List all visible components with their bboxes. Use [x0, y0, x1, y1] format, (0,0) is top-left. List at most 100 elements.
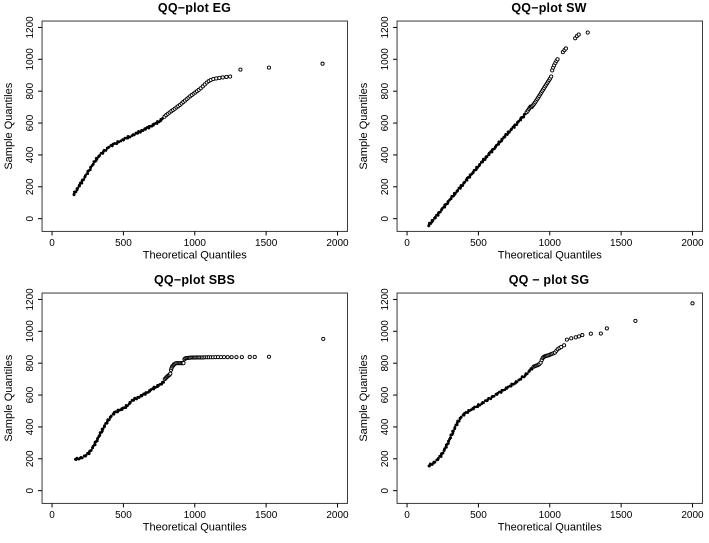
- plot-title-eg: QQ−plot EG: [157, 1, 232, 15]
- plot-canvas-sg: 0 500 1000 1500 2000 Theoretical Quantiles 0 20…: [358, 287, 704, 533]
- y-tick-label: 0: [25, 215, 36, 221]
- data-point: [221, 354, 227, 359]
- plot-box: [396, 292, 703, 504]
- y-tick-label: 600: [25, 386, 36, 403]
- x-axis: 0 500 1000 1500 2000 Theoretical Quantiles: [404, 502, 704, 533]
- x-tick-label: 1000: [184, 238, 207, 249]
- plot-canvas-sbs: 0 500 1000 1500 2000 Theoretical Quantiles 0 20…: [3, 287, 349, 533]
- y-tick-label: 1200: [380, 287, 391, 310]
- y-tick-label: 1200: [25, 287, 36, 310]
- plot-title-sw: QQ−plot SW: [511, 1, 587, 15]
- x-tick-label: 2000: [326, 238, 349, 249]
- data-point: [225, 354, 230, 359]
- y-tick-label: 800: [25, 82, 36, 99]
- y-axis: 0 200 400 600 800 1000 1200 Sample Quantiles: [3, 287, 43, 493]
- y-tick-label: 400: [25, 418, 36, 435]
- points-outliers: [162, 61, 325, 119]
- x-tick-label: 2000: [681, 238, 704, 249]
- data-point: [321, 336, 326, 341]
- data-point: [238, 67, 243, 72]
- data-point: [576, 333, 581, 338]
- data-point: [573, 334, 578, 339]
- y-tick-label: 0: [25, 487, 36, 493]
- y-tick-label: 600: [25, 114, 36, 131]
- points-outliers: [162, 336, 326, 381]
- x-axis: 0 500 1000 1500 2000 Theoretical Quantiles: [49, 231, 349, 261]
- data-point: [234, 354, 239, 359]
- x-axis-title: Theoretical Quantiles: [497, 249, 601, 261]
- x-axis: 0 500 1000 1500 2000 Theoretical Quantiles: [49, 502, 349, 533]
- y-axis-title: Sample Quantiles: [3, 354, 15, 441]
- plot-box: [41, 20, 348, 232]
- data-point: [252, 354, 257, 359]
- x-tick-label: 500: [115, 509, 132, 520]
- y-axis-title: Sample Quantiles: [358, 354, 370, 441]
- data-point: [548, 74, 553, 79]
- y-tick-label: 1200: [380, 16, 391, 39]
- data-point: [689, 300, 695, 305]
- x-tick-label: 500: [470, 509, 487, 520]
- data-point: [568, 335, 573, 340]
- x-tick-label: 0: [404, 509, 410, 520]
- plot-title-sbs: QQ−plot SBS: [153, 272, 236, 287]
- data-point: [168, 371, 173, 376]
- data-point: [558, 344, 563, 349]
- x-tick-label: 2000: [681, 509, 704, 520]
- y-axis: 0 200 400 600 800 1000 1200 Sample Quantiles: [358, 16, 397, 221]
- x-tick-label: 1500: [255, 238, 278, 249]
- y-tick-label: 1000: [380, 48, 391, 71]
- y-tick-label: 800: [380, 82, 391, 99]
- data-point: [604, 325, 609, 330]
- y-tick-label: 400: [380, 146, 391, 163]
- data-point: [576, 32, 581, 37]
- plot-canvas-eg: 0 500 1000 1500 2000 Theoretical Quantiles 0 20…: [3, 16, 349, 262]
- points-outliers: [524, 30, 590, 115]
- x-axis: 0 500 1000 1500 2000 Theoretical Quantiles: [404, 231, 704, 261]
- points-dense-band: [427, 365, 534, 467]
- panel-qq-sg: 0 500 1000 1500 2000 Theoretical Quantiles 0 20…: [355, 272, 709, 543]
- x-tick-label: 0: [49, 238, 55, 249]
- panel-qq-sbs: 0 500 1000 1500 2000 Theoretical Quantiles 0 20…: [0, 272, 355, 543]
- data-point: [588, 331, 593, 336]
- y-tick-label: 600: [380, 114, 391, 131]
- data-point: [239, 354, 244, 359]
- y-axis-title: Sample Quantiles: [358, 82, 370, 169]
- y-tick-label: 1000: [25, 319, 36, 342]
- data-point: [266, 65, 272, 70]
- data-point: [585, 30, 590, 35]
- y-axis: 0 200 400 600 800 1000 1200 Sample Quantiles: [3, 16, 43, 221]
- panel-qq-sw: 0 500 1000 1500 2000 Theoretical Quantiles 0 20…: [355, 0, 709, 272]
- data-point: [632, 318, 637, 323]
- y-axis-title: Sample Quantiles: [3, 82, 15, 169]
- plot-canvas-sw: 0 500 1000 1500 2000 Theoretical Quantiles 0 20…: [358, 16, 704, 262]
- points-outliers: [531, 300, 695, 369]
- y-tick-label: 800: [25, 354, 36, 371]
- data-point: [220, 75, 225, 80]
- data-point: [564, 337, 569, 342]
- x-tick-label: 1500: [610, 238, 633, 249]
- data-point: [563, 46, 568, 51]
- y-tick-label: 0: [380, 215, 391, 221]
- data-point: [224, 74, 229, 79]
- x-tick-label: 2000: [326, 509, 349, 520]
- panel-qq-eg: 0 500 1000 1500 2000 Theoretical Quantiles 0 20…: [0, 0, 355, 272]
- y-tick-label: 800: [380, 354, 391, 371]
- x-tick-label: 1000: [184, 509, 207, 520]
- data-point: [598, 330, 603, 336]
- y-tick-label: 1000: [25, 48, 36, 71]
- x-tick-label: 500: [470, 238, 487, 249]
- plot-title-sg: QQ − plot SG: [508, 272, 590, 287]
- points-dense-band: [74, 380, 166, 461]
- y-tick-label: 1000: [380, 319, 391, 342]
- y-tick-label: 200: [380, 178, 391, 195]
- data-point: [217, 75, 222, 80]
- y-tick-label: 200: [25, 178, 36, 195]
- data-point: [555, 57, 560, 62]
- y-tick-label: 400: [25, 146, 36, 163]
- x-axis-title: Theoretical Quantiles: [143, 249, 247, 261]
- y-tick-label: 600: [380, 386, 391, 403]
- data-point: [181, 360, 186, 365]
- y-tick-label: 0: [380, 487, 391, 493]
- x-tick-label: 1000: [538, 238, 561, 249]
